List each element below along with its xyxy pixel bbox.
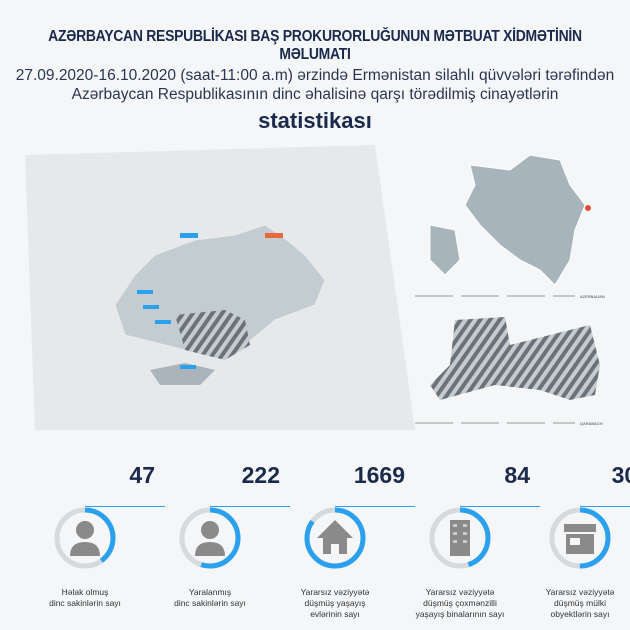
caption-line: Yaralanmış bbox=[188, 587, 232, 597]
caption-line: düşmüş mülki bbox=[554, 598, 606, 608]
karabakh-map: QARABAGH bbox=[415, 317, 603, 426]
stat-card: 84 Yararsız vəziyyətə düşmüş çoxmənzilli… bbox=[400, 462, 540, 619]
azerbaijan-label: AZERBAIJAN bbox=[580, 294, 605, 299]
stat-ring-fill bbox=[54, 507, 116, 569]
shop-icon bbox=[564, 524, 596, 554]
stat-leader-line bbox=[460, 506, 540, 507]
caption-line: düşmüş çoxmənzilli bbox=[423, 598, 497, 608]
stat-value: 84 bbox=[504, 462, 530, 488]
stat-card: 47 Həlak olmuş dinc sakinlərin sayı bbox=[25, 462, 165, 612]
stat-caption: Yaralanmış dinc sakinlərin sayı bbox=[150, 587, 270, 609]
stat-ring bbox=[54, 507, 116, 569]
subtitle-line-1: 27.09.2020-16.10.2020 (saat-11:00 a.m) ə… bbox=[15, 67, 615, 84]
stat-ring-fill bbox=[179, 507, 241, 569]
caption-line: Həlak olmuş bbox=[61, 587, 109, 597]
stat-leader-line bbox=[335, 506, 415, 507]
isometric-map bbox=[25, 145, 415, 430]
stat-value: 1669 bbox=[353, 462, 405, 488]
stat-ring-fill bbox=[549, 507, 611, 569]
stat-leader-line bbox=[580, 506, 630, 507]
stat-card: 301 Yararsız vəziyyətə düşmüş mülki obye… bbox=[520, 462, 630, 619]
header-emphasis: statistikası bbox=[258, 108, 372, 133]
stat-caption: Həlak olmuş dinc sakinlərin sayı bbox=[25, 587, 145, 609]
stat-caption: Yararsız vəziyyətə düşmüş yaşayış evləri… bbox=[275, 587, 395, 620]
stat-card: 222 Yaralanmış dinc sakinlərin sayı bbox=[150, 462, 290, 612]
caption-line: Yararsız vəziyyətə bbox=[300, 587, 370, 597]
stat-ring bbox=[429, 507, 491, 569]
stat-value: 222 bbox=[241, 462, 280, 488]
stat-ring bbox=[304, 507, 366, 569]
stat-ring-fill bbox=[429, 507, 491, 569]
occupied-region bbox=[175, 310, 250, 360]
stat-caption: Yararsız vəziyyətə düşmüş mülki obyektlə… bbox=[520, 587, 630, 620]
stat-leader-line bbox=[210, 506, 290, 507]
header-subtitle: 27.09.2020-16.10.2020 (saat-11:00 a.m) ə… bbox=[0, 66, 630, 104]
house-icon bbox=[317, 520, 353, 554]
caption-line: dinc sakinlərin sayı bbox=[174, 598, 246, 608]
caption-line: Yararsız vəziyyətə bbox=[545, 587, 615, 597]
stat-ring-fill bbox=[304, 507, 366, 569]
stat-value: 47 bbox=[129, 462, 155, 488]
karabakh-label: QARABAGH bbox=[580, 421, 603, 426]
caption-line: Yararsız vəziyyətə bbox=[425, 587, 495, 597]
stat-ring bbox=[179, 507, 241, 569]
azerbaijan-map: AZERBAIJAN bbox=[415, 154, 605, 299]
stat-card: 1669 Yararsız vəziyyətə düşmüş yaşayış e… bbox=[275, 462, 415, 619]
subtitle-line-2: Azərbaycan Respublikasının dinc əhalisin… bbox=[71, 86, 559, 103]
person-icon bbox=[70, 521, 100, 556]
caption-line: düşmüş yaşayış bbox=[304, 598, 366, 608]
caption-line: evlərinin sayı bbox=[310, 609, 360, 619]
building-icon bbox=[450, 520, 470, 556]
caption-line: yaşayış binalarının sayı bbox=[415, 609, 505, 619]
header-title: AZƏRBAYCAN RESPUBLİKASI BAŞ PROKURORLUĞU… bbox=[48, 28, 582, 63]
stat-value: 301 bbox=[611, 462, 630, 488]
stat-leader-line bbox=[85, 506, 165, 507]
person-icon bbox=[195, 521, 225, 556]
caption-line: obyektlərin sayı bbox=[550, 609, 610, 619]
stat-ring bbox=[549, 507, 611, 569]
stat-caption: Yararsız vəziyyətə düşmüş çoxmənzilli ya… bbox=[400, 587, 520, 620]
caption-line: dinc sakinlərin sayı bbox=[49, 598, 121, 608]
